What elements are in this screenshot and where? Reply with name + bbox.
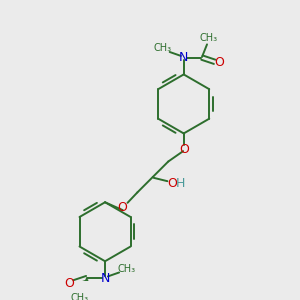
Text: O: O xyxy=(167,177,177,190)
Text: H: H xyxy=(176,177,185,190)
Text: CH₃: CH₃ xyxy=(71,293,89,300)
Text: CH₃: CH₃ xyxy=(118,264,136,274)
Text: O: O xyxy=(179,143,189,156)
Text: CH₃: CH₃ xyxy=(200,33,218,43)
Text: N: N xyxy=(100,272,110,285)
Text: O: O xyxy=(117,201,127,214)
Text: O: O xyxy=(64,277,74,290)
Text: O: O xyxy=(215,56,225,69)
Text: N: N xyxy=(179,51,188,64)
Text: CH₃: CH₃ xyxy=(154,43,172,53)
